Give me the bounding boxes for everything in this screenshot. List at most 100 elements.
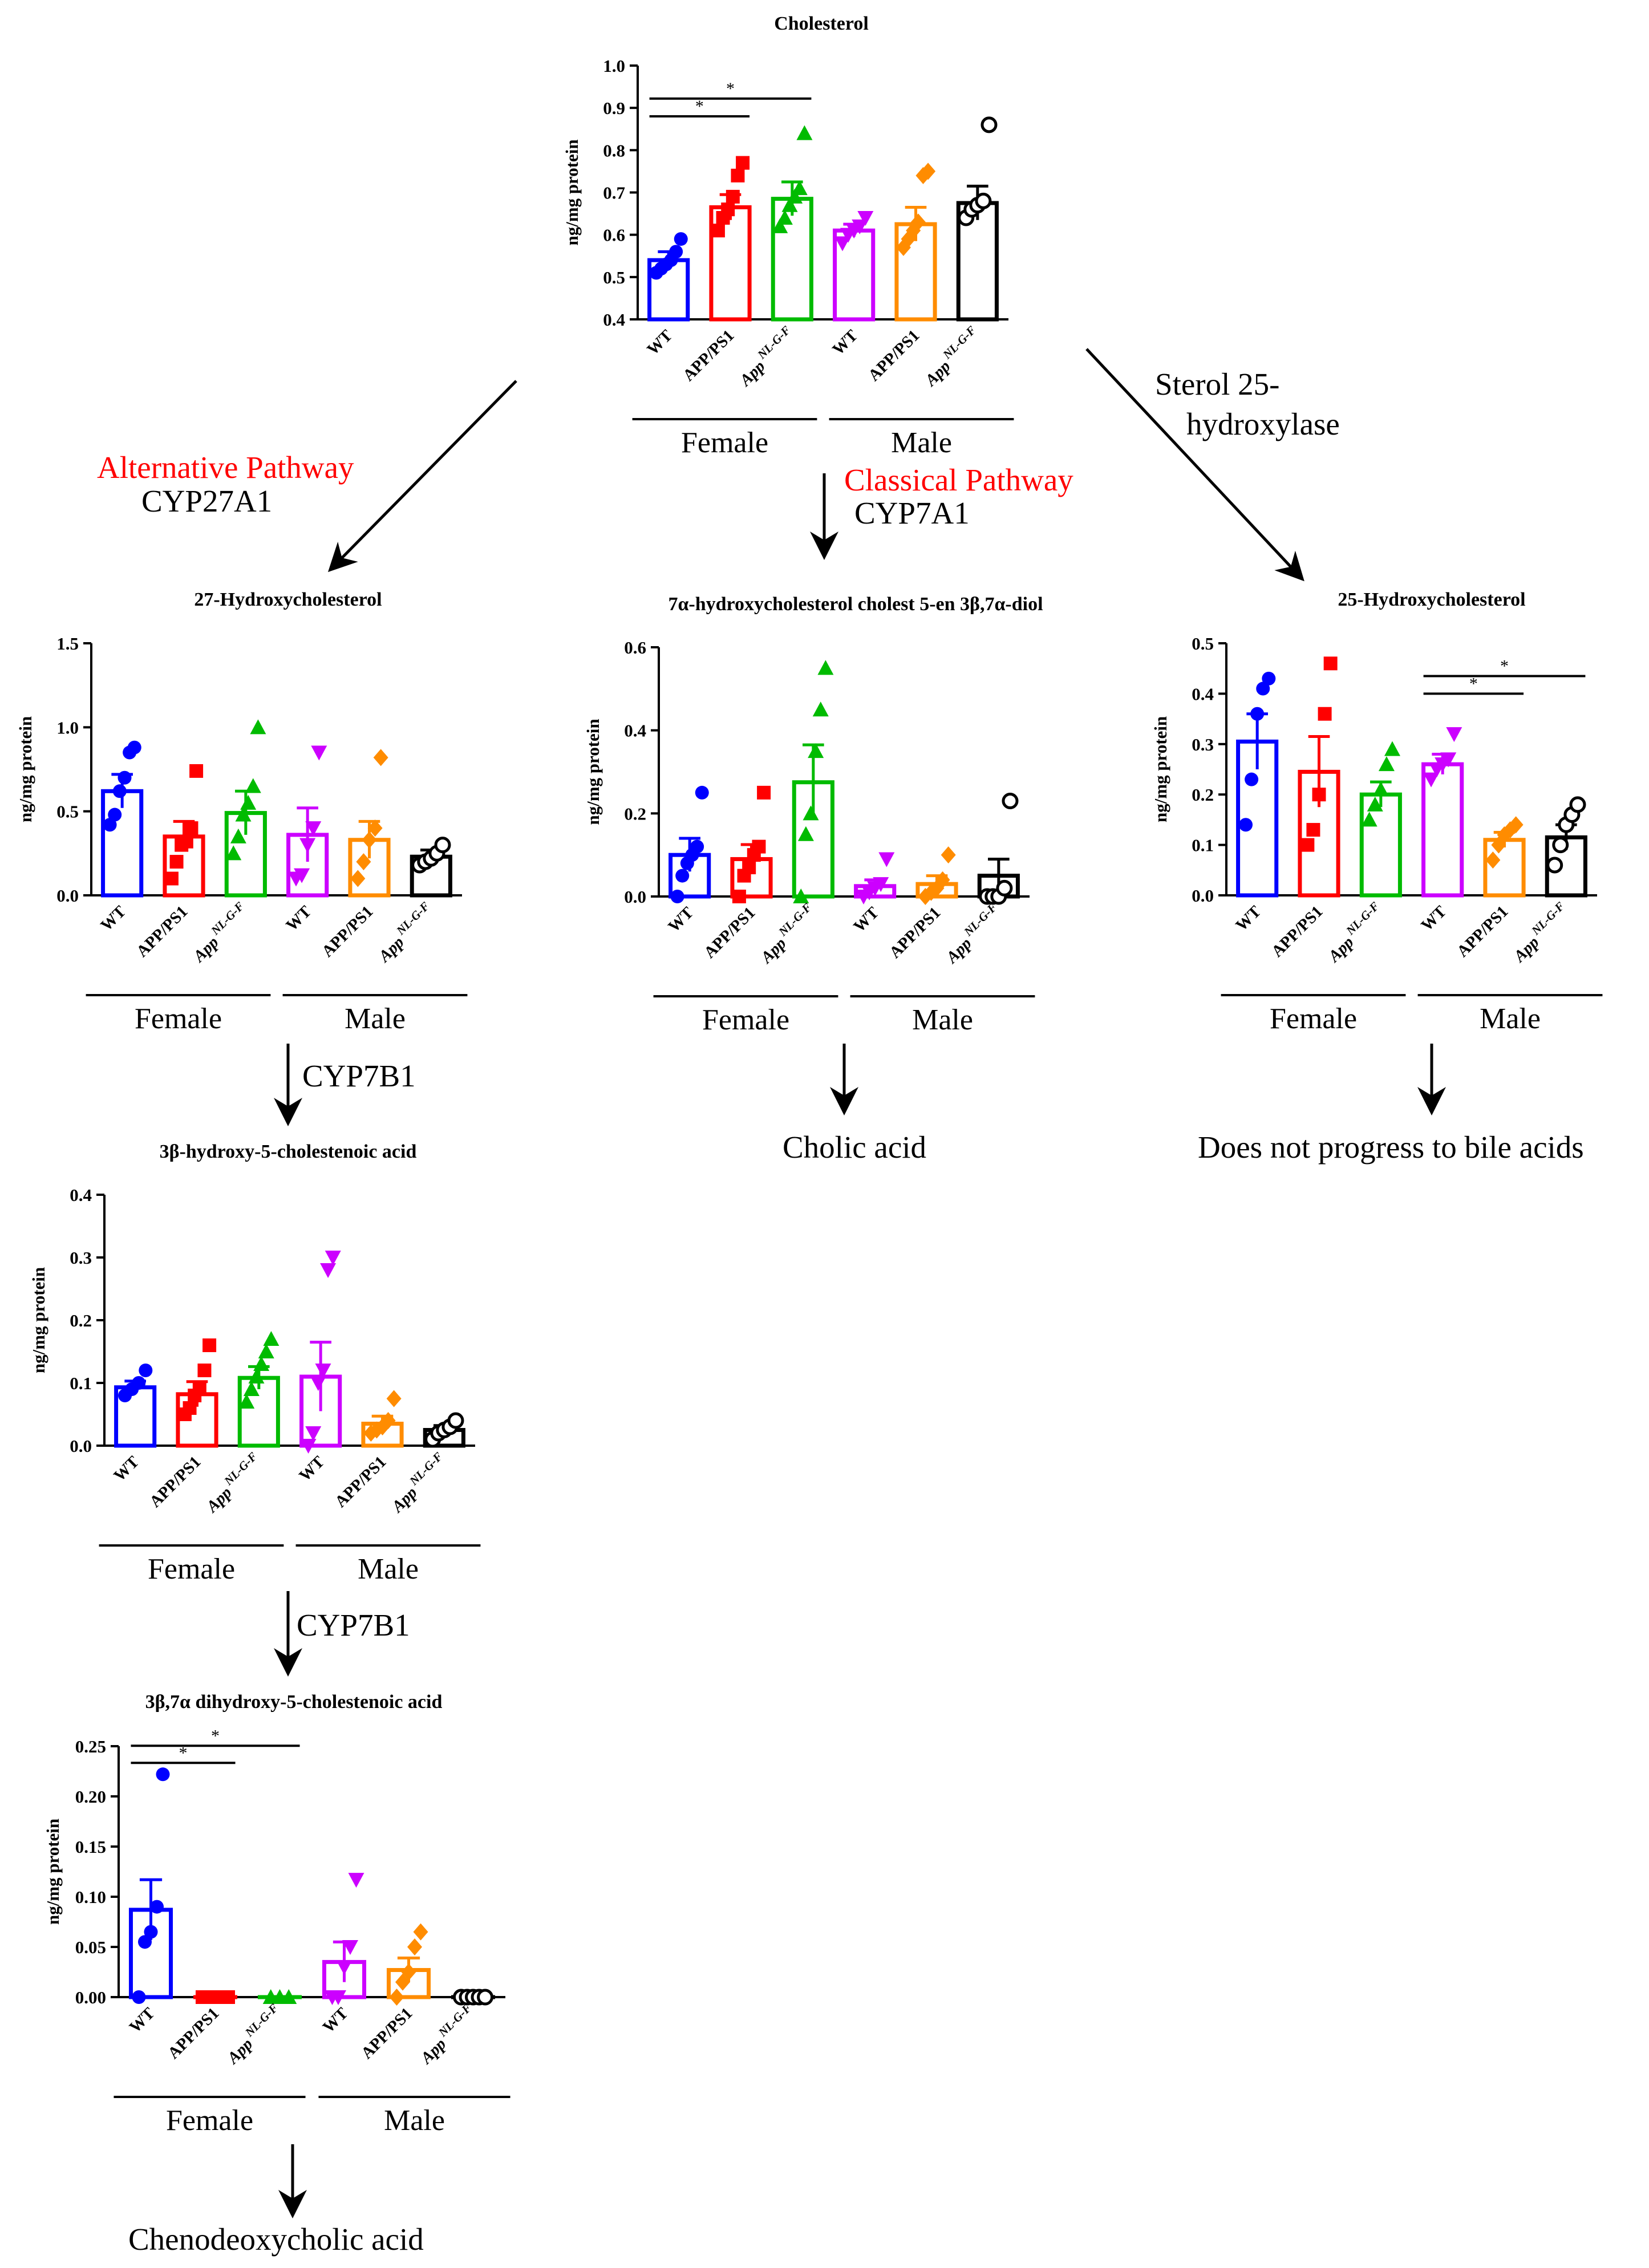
data-point bbox=[1440, 752, 1457, 768]
x-tick-label: APP/PS1 bbox=[700, 903, 759, 961]
data-point bbox=[1384, 741, 1400, 756]
data-point bbox=[342, 1940, 359, 1955]
data-point bbox=[362, 831, 377, 849]
y-axis-label: ng/mg protein bbox=[29, 1267, 48, 1373]
y-tick-label: 0.4 bbox=[1192, 684, 1214, 704]
x-tick-label: APP/PS1 bbox=[1268, 902, 1326, 960]
data-point bbox=[281, 1989, 297, 2004]
y-tick-label: 0.0 bbox=[70, 1436, 92, 1456]
x-tick-label: WT bbox=[126, 2004, 159, 2036]
data-point bbox=[1323, 656, 1338, 671]
x-tick-label: APP/PS1 bbox=[1453, 902, 1512, 960]
data-point bbox=[878, 852, 895, 867]
alternative-pathway-label: Alternative Pathway bbox=[97, 450, 354, 485]
chenodeoxycholic-acid-label: Chenodeoxycholic acid bbox=[128, 2222, 424, 2257]
x-tick-label: APP/PS1 bbox=[358, 2004, 416, 2062]
data-point bbox=[1367, 796, 1383, 812]
data-point bbox=[434, 837, 451, 854]
arrow-sterol bbox=[1085, 348, 1304, 582]
data-point bbox=[1446, 727, 1462, 743]
x-tick-label: WT bbox=[1232, 902, 1265, 935]
data-point bbox=[245, 778, 261, 793]
data-point bbox=[137, 1935, 152, 1949]
x-tick-label: APP/PS1 bbox=[133, 902, 191, 960]
data-point bbox=[139, 1364, 153, 1377]
diol-chart: 7α-hydroxycholesterol cholest 5-en 3β,7α… bbox=[583, 594, 1043, 1036]
y-tick-label: 0.1 bbox=[1192, 835, 1214, 855]
data-point bbox=[305, 821, 322, 837]
cyp7b1-label-b: CYP7B1 bbox=[297, 1608, 410, 1642]
male-label: Male bbox=[384, 2104, 445, 2137]
x-tick-label: WT bbox=[295, 1453, 328, 1485]
data-point bbox=[752, 839, 766, 854]
data-point bbox=[670, 890, 684, 903]
y-tick-label: 0.10 bbox=[75, 1887, 106, 1907]
y-tick-label: 0.8 bbox=[603, 140, 625, 160]
data-point bbox=[757, 785, 771, 800]
data-point bbox=[132, 1376, 146, 1390]
data-point bbox=[812, 701, 829, 717]
data-point bbox=[1423, 772, 1440, 788]
y-tick-label: 1.5 bbox=[56, 634, 79, 654]
x-tick-label: WT bbox=[282, 902, 315, 935]
27-hydroxycholesterol-chart: 27-Hydroxycholesterol 0.0 0.5 1.0 1.5 ng/mg p… bbox=[15, 589, 468, 1035]
bar bbox=[1483, 838, 1526, 898]
x-tick-label: App NL-G-F bbox=[732, 323, 800, 391]
y-tick-label: 0.0 bbox=[56, 886, 79, 906]
x-tick-label: App NL-G-F bbox=[939, 900, 1006, 968]
data-point bbox=[386, 1390, 402, 1407]
data-point bbox=[852, 219, 868, 234]
x-tick-label: APP/PS1 bbox=[886, 903, 944, 961]
data-point bbox=[413, 1923, 428, 1941]
y-tick-label: 0.4 bbox=[624, 721, 646, 741]
no-progress-label: Does not progress to bile acids bbox=[1198, 1130, 1584, 1165]
female-label: Female bbox=[681, 427, 768, 459]
x-tick-label: App NL-G-F bbox=[414, 2001, 481, 2068]
cholesterol-chart: Cholesterol 0.4 0.5 0.6 0.7 0.8 0.9 1.0 ng/mg pr… bbox=[562, 13, 1014, 459]
x-tick-label: WT bbox=[319, 2004, 352, 2036]
data-point bbox=[1262, 671, 1276, 685]
data-point bbox=[250, 719, 266, 735]
data-point bbox=[1372, 781, 1389, 797]
data-point bbox=[1002, 792, 1019, 809]
bar bbox=[1421, 762, 1464, 898]
data-point bbox=[1546, 857, 1563, 874]
data-point bbox=[1318, 707, 1332, 721]
data-point bbox=[791, 180, 808, 196]
data-point bbox=[742, 861, 756, 875]
data-point bbox=[325, 1251, 341, 1265]
x-tick-label: App NL-G-F bbox=[918, 323, 985, 391]
data-point bbox=[690, 839, 704, 854]
data-point bbox=[336, 1960, 353, 1975]
data-point bbox=[189, 764, 204, 778]
data-point bbox=[781, 197, 798, 212]
data-point bbox=[356, 853, 371, 871]
data-point bbox=[202, 1338, 217, 1352]
female-label: Female bbox=[702, 1004, 789, 1036]
x-tick-label: APP/PS1 bbox=[865, 326, 923, 384]
y-tick-label: 0.0 bbox=[624, 887, 646, 907]
data-point bbox=[150, 1900, 164, 1914]
data-point bbox=[1239, 818, 1253, 832]
data-point bbox=[108, 808, 122, 822]
y-axis-label: ng/mg protein bbox=[15, 716, 35, 822]
male-label: Male bbox=[912, 1004, 973, 1036]
data-point bbox=[1312, 788, 1326, 802]
data-point bbox=[793, 888, 809, 903]
data-point bbox=[380, 1412, 396, 1429]
male-label: Male bbox=[1480, 1003, 1541, 1035]
data-point bbox=[350, 870, 366, 887]
data-point bbox=[721, 202, 735, 217]
data-point bbox=[477, 1989, 494, 2006]
y-tick-label: 0.5 bbox=[603, 267, 625, 287]
cholic-acid-label: Cholic acid bbox=[783, 1130, 926, 1165]
y-tick-label: 0.5 bbox=[1192, 634, 1214, 654]
data-point bbox=[248, 1369, 265, 1383]
data-point bbox=[192, 1382, 206, 1396]
data-point bbox=[981, 116, 998, 133]
data-point bbox=[675, 869, 690, 883]
y-axis-label: ng/mg protein bbox=[1150, 716, 1170, 822]
y-tick-label: 0.7 bbox=[603, 183, 625, 203]
chart-title: 7α-hydroxycholesterol cholest 5-en 3β,7α… bbox=[668, 594, 1043, 615]
